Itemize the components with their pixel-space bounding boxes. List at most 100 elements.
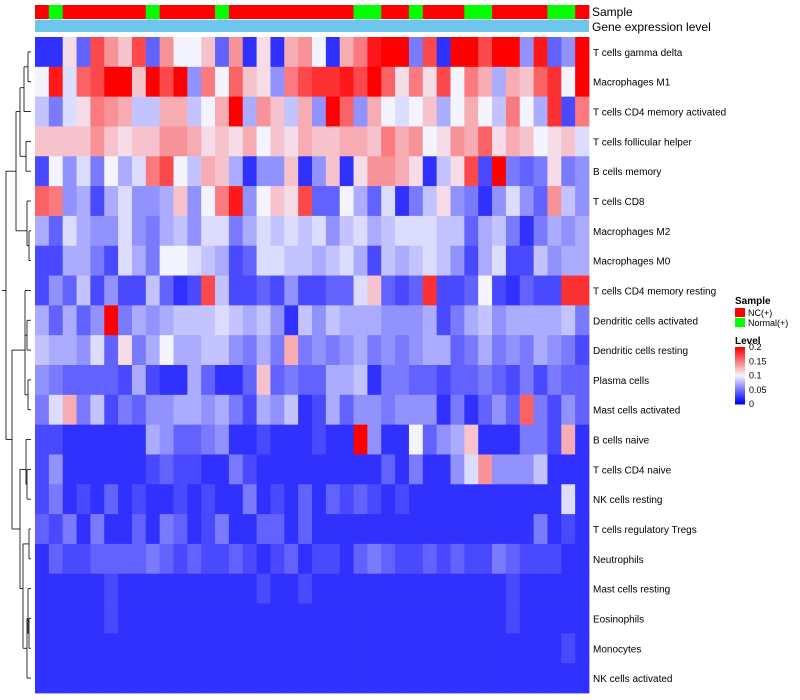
heatmap-cell — [76, 424, 91, 455]
legend-level-gradient-step — [735, 381, 745, 384]
heatmap-cell — [90, 603, 105, 634]
heatmap-cell — [325, 275, 341, 306]
heatmap-cell — [312, 96, 327, 127]
heatmap-cell — [312, 215, 327, 247]
heatmap-cell — [519, 424, 534, 455]
heatmap-cell — [519, 633, 534, 664]
heatmap-cell — [492, 663, 507, 694]
heatmap-cell — [118, 573, 133, 604]
heatmap-cell — [575, 186, 590, 217]
heatmap-cell — [298, 663, 313, 694]
legend-level-gradient-step — [735, 384, 745, 386]
sample-annotation-cell — [561, 5, 576, 19]
heatmap-cell — [436, 543, 451, 575]
heatmap-cell — [270, 424, 285, 455]
heatmap-cell — [547, 365, 562, 396]
heatmap-cell — [90, 454, 105, 485]
heatmap-cell — [561, 514, 576, 545]
heatmap-cell — [381, 186, 396, 217]
heatmap-cell — [367, 126, 382, 157]
heatmap-cell — [478, 484, 493, 515]
heatmap-cell — [145, 663, 161, 694]
heatmap-cell — [76, 215, 91, 247]
heatmap-cell — [395, 603, 410, 634]
sample-annotation-cell — [131, 5, 147, 19]
heatmap-cell — [575, 126, 590, 157]
heatmap-cell — [339, 603, 354, 634]
heatmap-cell — [478, 96, 493, 127]
heatmap-cell — [131, 633, 147, 664]
sample-annotation-cell — [48, 5, 64, 19]
heatmap-cell — [159, 573, 174, 604]
heatmap-cell — [270, 275, 285, 306]
heatmap-cell — [173, 663, 188, 694]
heatmap-cell — [284, 454, 299, 485]
heatmap-cell — [353, 633, 368, 664]
heatmap-cell — [395, 66, 410, 98]
sample-annotation-cell — [242, 5, 257, 19]
heatmap-cell — [533, 424, 548, 455]
heatmap-cell — [312, 484, 327, 515]
heatmap-cell — [478, 215, 493, 247]
heatmap-cell — [325, 335, 341, 366]
heatmap-cell — [228, 454, 244, 485]
heatmap-cell — [298, 365, 313, 396]
sample-annotation-cell — [436, 5, 451, 19]
heatmap-cell — [339, 394, 354, 426]
annotation-label: Gene expression level — [592, 20, 711, 34]
legend-level-gradient-step — [735, 371, 745, 374]
sample-annotation-cell — [90, 5, 105, 19]
heatmap-cell — [284, 275, 299, 306]
heatmap-cell — [575, 305, 590, 336]
heatmap-cell — [408, 663, 424, 694]
heatmap-cell — [381, 305, 396, 336]
heatmap-cell — [464, 37, 479, 68]
heatmap-cell — [533, 126, 548, 157]
heatmap-cell — [422, 245, 438, 276]
legend-level-gradient-step — [735, 359, 745, 362]
heatmap-cell — [533, 305, 548, 336]
heatmap-cell — [62, 66, 77, 98]
heatmap-cell — [298, 633, 313, 664]
heatmap-cell — [145, 37, 161, 68]
heatmap-cell — [450, 186, 465, 217]
heatmap-cell — [187, 156, 202, 187]
heatmap-cell — [228, 245, 244, 276]
heatmap-cell — [561, 454, 576, 485]
heatmap-cell — [367, 543, 382, 575]
heatmap-cell — [201, 126, 216, 157]
heatmap-cell — [173, 96, 188, 127]
heatmap-cell — [104, 543, 119, 575]
heatmap-cell — [395, 365, 410, 396]
heatmap-cell — [159, 365, 174, 396]
heatmap-cell — [270, 305, 285, 336]
heatmap-cell — [270, 365, 285, 396]
heatmap-cell — [436, 156, 451, 187]
heatmap-cell — [35, 543, 50, 575]
heatmap-cell — [228, 394, 244, 426]
heatmap-cell — [201, 454, 216, 485]
heatmap-cell — [519, 156, 534, 187]
heatmap-cell — [173, 126, 188, 157]
heatmap-cell — [62, 275, 77, 306]
heatmap-cell — [547, 156, 562, 187]
heatmap-cell — [367, 275, 382, 306]
heatmap-cell — [215, 603, 230, 634]
heatmap-cell — [62, 514, 77, 545]
heatmap-cell — [298, 543, 313, 575]
heatmap-cell — [131, 275, 147, 306]
heatmap-cell — [312, 424, 327, 455]
heatmap-cell — [381, 543, 396, 575]
heatmap-cell — [367, 305, 382, 336]
heatmap-cell — [62, 484, 77, 515]
heatmap-cell — [408, 454, 424, 485]
heatmap-cell — [561, 424, 576, 455]
sample-annotation-cell — [408, 5, 424, 19]
heatmap-cell — [464, 365, 479, 396]
heatmap-cell — [270, 573, 285, 604]
heatmap-cell — [187, 365, 202, 396]
heatmap-cell — [395, 305, 410, 336]
heatmap-cell — [76, 514, 91, 545]
heatmap-cell — [464, 66, 479, 98]
